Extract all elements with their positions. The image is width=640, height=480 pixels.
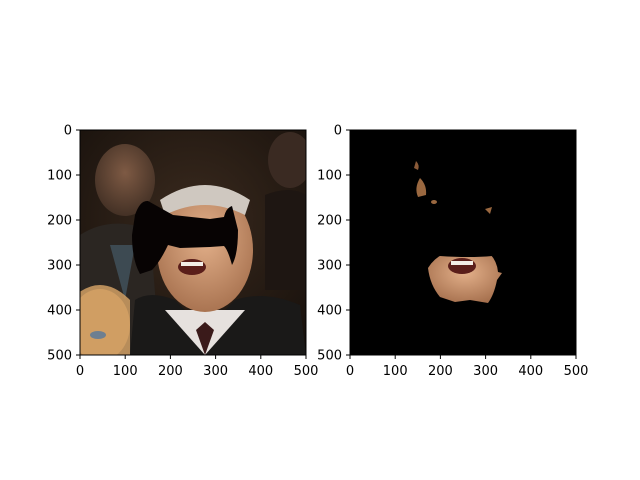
left-y-tick-label: 400 — [47, 304, 72, 319]
right-x-tick-label: 500 — [564, 364, 589, 379]
right-y-tick-label: 100 — [317, 169, 342, 184]
right-x-tick-label: 300 — [473, 364, 498, 379]
left-y-tick-label: 100 — [47, 169, 72, 184]
left-x-tick-label: 100 — [113, 364, 138, 379]
left-x-tick-label: 300 — [203, 364, 228, 379]
left-x-tick-label: 0 — [76, 364, 84, 379]
right-y-tick-label: 500 — [317, 349, 342, 364]
right-axes-frame — [349, 129, 577, 356]
left-panel-image — [80, 130, 306, 355]
left-x-tick-label: 400 — [248, 364, 273, 379]
left-y-tick-label: 0 — [64, 124, 72, 139]
left-axes-frame — [79, 129, 307, 356]
left-x-tick-label: 500 — [294, 364, 319, 379]
right-y-tick-label: 400 — [317, 304, 342, 319]
left-y-tick-label: 300 — [47, 259, 72, 274]
left-y-tick-label: 200 — [47, 214, 72, 229]
right-y-tick-label: 0 — [334, 124, 342, 139]
right-panel-image — [350, 130, 576, 355]
right-x-tick-label: 400 — [518, 364, 543, 379]
right-x-tick-label: 0 — [346, 364, 354, 379]
right-x-tick-label: 100 — [383, 364, 408, 379]
left-x-tick-label: 200 — [158, 364, 183, 379]
left-y-tick-label: 500 — [47, 349, 72, 364]
axis-ticks: 0 100 200 300 400 500 0 100 200 300 400 500 0 100 200 3… — [47, 124, 588, 380]
right-x-tick-label: 200 — [428, 364, 453, 379]
right-y-tick-label: 200 — [317, 214, 342, 229]
right-y-tick-label: 300 — [317, 259, 342, 274]
